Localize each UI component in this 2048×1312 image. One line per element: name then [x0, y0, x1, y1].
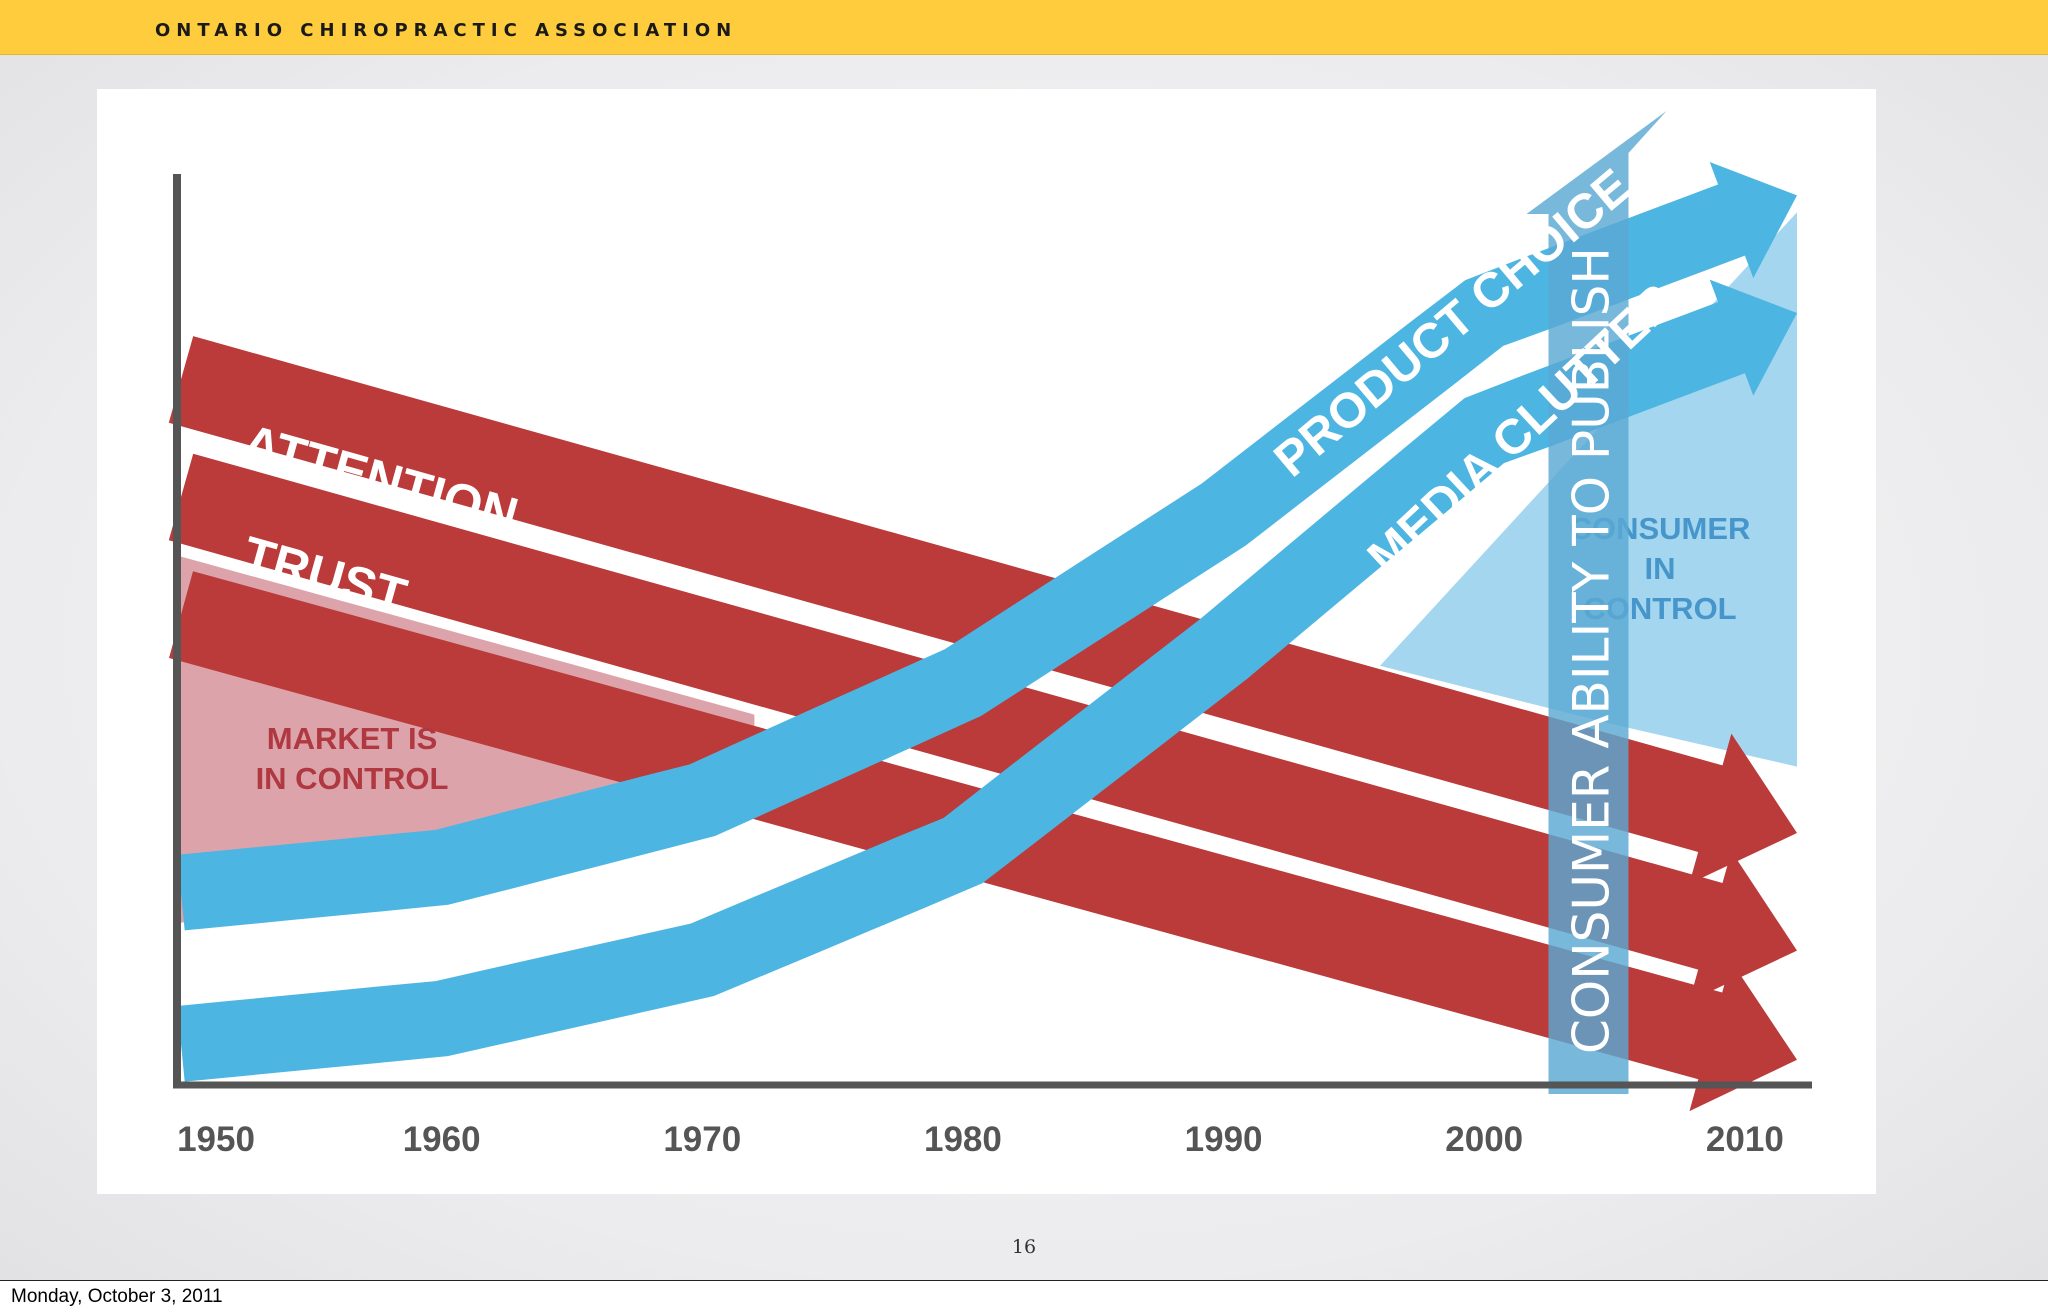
x-tick-label: 2010 [1706, 1120, 1784, 1159]
x-tick-label: 1960 [403, 1120, 481, 1159]
consumer-zone-label-line: IN [1645, 551, 1676, 586]
footer-date: Monday, October 3, 2011 [11, 1286, 223, 1307]
market-zone-label-line: IN CONTROL [256, 761, 449, 796]
x-tick-label: 2000 [1445, 1120, 1523, 1159]
x-tick-label: 1990 [1185, 1120, 1263, 1159]
band-media-clutter [177, 279, 1797, 1082]
market-zone-label-line: MARKET IS [267, 721, 438, 756]
page-number: 16 [1011, 1236, 1037, 1258]
consumer-ability-label: CONSUMER ABILITY TO PUBLISH [1562, 247, 1620, 1054]
header-title: ONTARIO CHIROPRACTIC ASSOCIATION [155, 20, 738, 41]
consumer-ability-arrow [1526, 111, 1667, 1094]
band-product-choice [177, 162, 1797, 931]
band-attention [168, 453, 1797, 1002]
footer-divider [0, 1280, 2048, 1281]
x-tick-label: 1980 [924, 1120, 1002, 1159]
x-tick-label: 1970 [663, 1120, 741, 1159]
x-tick-label: 1950 [177, 1120, 255, 1159]
band-time [168, 336, 1797, 884]
header-band: ONTARIO CHIROPRACTIC ASSOCIATION [0, 0, 2048, 55]
